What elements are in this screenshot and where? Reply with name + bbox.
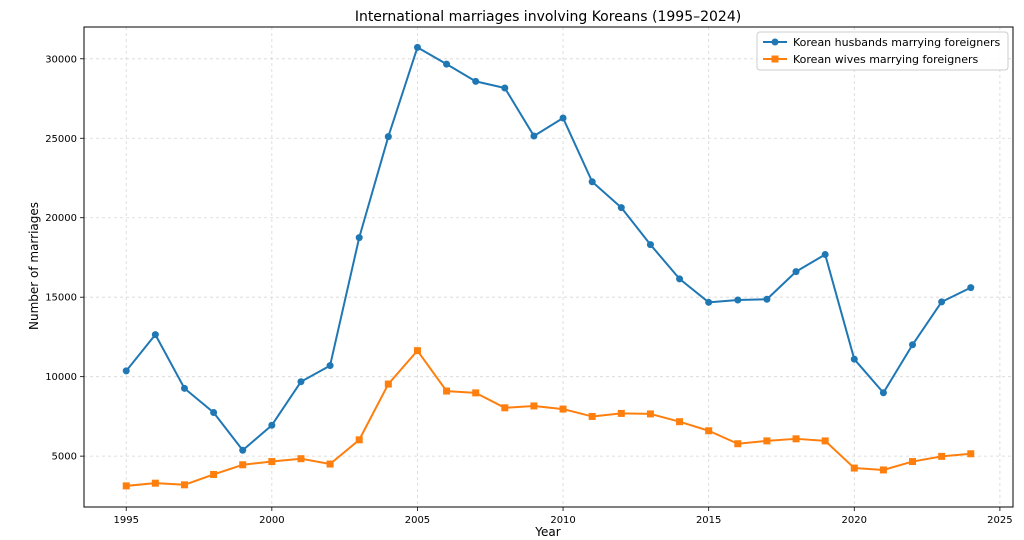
data-point — [559, 405, 567, 413]
y-tick-label: 25000 — [45, 134, 77, 145]
data-point — [413, 347, 421, 355]
data-point — [210, 409, 218, 417]
series-1 — [122, 43, 975, 454]
data-point — [501, 84, 509, 92]
data-point — [559, 114, 567, 122]
data-point — [879, 389, 887, 397]
chart-title: International marriages involving Korean… — [355, 9, 741, 25]
y-axis-label: Number of marriages — [27, 202, 41, 330]
series-line — [126, 349, 971, 487]
data-point — [501, 404, 509, 412]
data-point — [530, 402, 538, 410]
legend-box — [756, 31, 1009, 71]
legend-item: Korean wives marrying foreigners — [763, 53, 978, 66]
data-point — [909, 341, 917, 349]
x-tick-label: 1995 — [114, 515, 139, 526]
data-point — [646, 241, 654, 249]
data-point — [472, 389, 480, 397]
data-point — [763, 295, 771, 303]
x-axis-label: Year — [534, 525, 560, 539]
data-point — [326, 460, 334, 468]
legend-marker — [771, 55, 779, 63]
data-point — [588, 412, 596, 420]
data-point — [676, 418, 684, 426]
y-tick-label: 30000 — [45, 54, 77, 65]
data-point — [617, 204, 625, 212]
data-point — [180, 384, 188, 392]
y-tick-label: 10000 — [45, 372, 77, 383]
data-point — [122, 367, 130, 375]
data-point — [705, 427, 713, 435]
series-line — [125, 46, 972, 452]
data-point — [734, 440, 742, 448]
data-point — [646, 410, 654, 418]
data-point — [210, 470, 218, 478]
x-tick-label: 2025 — [987, 515, 1012, 526]
series-layer — [122, 43, 975, 490]
x-tick-label: 2000 — [259, 515, 284, 526]
legend: Korean husbands marrying foreigners Korea… — [756, 31, 1009, 71]
data-point — [180, 481, 188, 489]
data-point — [734, 296, 742, 304]
x-tick-label: 2010 — [550, 515, 575, 526]
data-point — [850, 355, 858, 363]
data-point — [239, 461, 247, 469]
data-point — [821, 250, 829, 258]
data-point — [384, 133, 392, 141]
data-point — [297, 455, 305, 463]
data-point — [879, 466, 887, 474]
data-point — [763, 437, 771, 445]
data-point — [909, 458, 917, 466]
legend-label: Korean wives marrying foreigners — [793, 53, 978, 66]
legend-marker — [771, 38, 779, 46]
data-point — [967, 450, 975, 458]
data-point — [676, 275, 684, 283]
data-point — [268, 421, 276, 429]
data-point — [530, 132, 538, 140]
y-tick-label: 15000 — [45, 293, 77, 304]
series-2 — [122, 347, 975, 490]
x-tick-label: 2015 — [696, 515, 721, 526]
legend-label: Korean husbands marrying foreigners — [793, 36, 1001, 49]
data-point — [588, 178, 596, 186]
data-point — [122, 482, 130, 490]
legend-item: Korean husbands marrying foreigners — [763, 36, 1001, 49]
axes: 1995 2000 2005 2010 2015 2020 2025 5000 10000 150… — [45, 54, 1012, 526]
data-point — [938, 298, 946, 306]
data-point — [443, 387, 451, 395]
data-point — [443, 60, 451, 68]
data-point — [151, 331, 159, 339]
data-point — [384, 380, 392, 388]
data-point — [967, 284, 975, 292]
y-tick-label: 5000 — [52, 452, 77, 463]
data-point — [938, 452, 946, 460]
data-point — [326, 362, 334, 370]
data-point — [297, 378, 305, 386]
data-point — [792, 268, 800, 276]
x-tick-label: 2020 — [842, 515, 867, 526]
data-point — [268, 458, 276, 466]
data-point — [151, 479, 159, 487]
data-point — [355, 436, 363, 444]
data-point — [472, 77, 480, 85]
y-tick-label: 20000 — [45, 213, 77, 224]
data-point — [850, 464, 858, 472]
data-point — [355, 234, 363, 242]
data-point — [413, 43, 421, 51]
data-point — [705, 298, 713, 306]
data-point — [239, 446, 247, 454]
plot-frame — [83, 26, 1014, 508]
x-tick-label: 2005 — [405, 515, 430, 526]
data-point — [821, 437, 829, 445]
data-point — [617, 409, 625, 417]
data-point — [792, 435, 800, 443]
